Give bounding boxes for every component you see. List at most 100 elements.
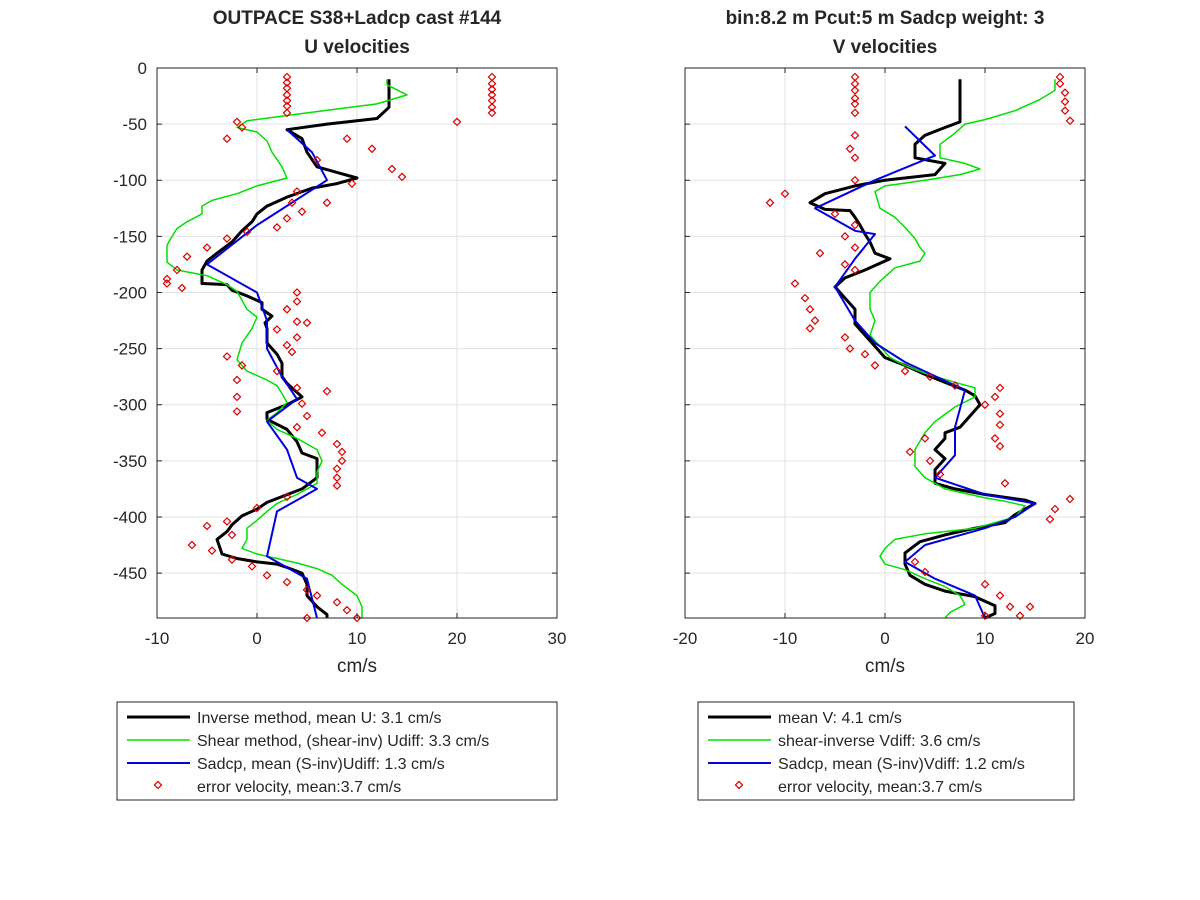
right-error-marker [1025,602,1035,612]
left-error-marker [232,407,242,416]
left-error-marker [452,117,462,127]
left-error-marker [282,214,292,223]
left-error-marker [292,297,302,306]
right-error-marker [950,381,960,391]
left-title: OUTPACE S38+Ladcp cast #144 [213,8,502,29]
right-error-marker [905,447,915,457]
left-error-marker [282,492,292,502]
right-error-marker [850,79,860,89]
left-error-marker [317,428,327,438]
left-ytick-label: -300 [113,396,147,415]
left-error-marker [487,84,497,94]
left-error-marker [282,72,292,82]
v-velocity-panel: bin:8.2 m Pcut:5 m Sadcp weight: 3 V vel… [673,8,1095,677]
left-error-marker [302,411,312,421]
left-xtick-label: 20 [448,629,467,648]
right-error-marker [910,557,920,567]
right-grid [685,68,1085,618]
left-ytick-label: -250 [113,340,147,359]
right-error-marker [860,349,870,359]
left-ytick-label: 0 [138,59,147,78]
left-ytick-label: -150 [113,227,147,246]
left-error-marker [222,134,232,144]
left-error-marker [232,117,242,127]
right-legend: mean V: 4.1 cm/s shear-inverse Vdiff: 3.… [697,701,1075,801]
left-error-marker [312,591,322,600]
legend-entry-inverse: Inverse method, mean U: 3.1 cm/s [197,710,442,727]
right-ticks: -20 -10 0 10 20 [673,67,1095,648]
left-ytick-label: -50 [122,115,147,134]
left-error-marker [187,540,197,550]
right-error-marker [935,469,945,479]
left-error-marker [287,198,297,208]
legend-entry-shear-inverse: shear-inverse Vdiff: 3.6 cm/s [778,733,980,750]
left-error-marker [292,333,302,342]
right-error-marker [850,243,860,252]
left-series-line-0 [200,79,391,618]
right-error-marker [845,344,855,353]
right-subtitle: V velocities [833,37,938,58]
left-error-marker [227,530,237,540]
left-xtick-label: 0 [252,629,261,648]
right-error-marker [850,86,860,95]
left-error-marker [222,352,232,361]
right-error-marker [850,175,860,185]
right-error-marker [840,260,850,269]
left-xtick-label: 10 [348,629,367,648]
right-xtick-label: 0 [880,629,889,648]
left-error-marker [282,304,292,314]
right-error-marker [830,209,840,219]
left-error-marker [337,447,347,457]
left-subtitle: U velocities [304,37,410,58]
right-xtick-label: 20 [1076,629,1095,648]
left-legend-box [116,701,558,801]
right-error-marker [805,324,815,333]
left-error-marker [397,172,407,182]
left-error-marker [292,288,302,297]
right-error-marker [980,579,990,589]
left-error-marker [292,422,302,432]
left-legend: Inverse method, mean U: 3.1 cm/s Shear m… [116,701,558,801]
left-error-marker [282,83,292,93]
left-error-marker [332,481,342,490]
right-error-marker [995,591,1005,600]
left-error-marker [222,517,232,526]
right-error-marker [765,198,775,208]
right-error-marker [1060,88,1070,98]
legend-swatch-error [153,780,163,790]
right-xtick-label: -20 [673,629,698,648]
left-ytick-label: -450 [113,564,147,583]
right-error-marker [995,441,1005,451]
right-error-marker [850,153,860,163]
left-error-marker [487,108,497,118]
left-error-marker [322,198,332,208]
left-ytick-label: -200 [113,283,147,302]
right-series-line-1 [869,79,1056,619]
left-xtick-label: -10 [145,629,170,648]
right-error-marker [1060,97,1070,107]
left-error-marker [272,325,282,334]
left-error-marker [237,361,247,370]
left-xtick-label: 30 [548,629,567,648]
left-ytick-label: -400 [113,508,147,527]
right-series-line-0 [808,79,1037,620]
left-error-marker [282,340,292,350]
left-error-marker [292,187,302,196]
right-error-marker [990,434,1000,443]
left-ytick-label: -350 [113,452,147,471]
left-error-marker [487,72,497,82]
left-error-marker [287,347,297,357]
left-error-marker [312,155,322,165]
left-error-marker [302,318,312,328]
left-error-marker [202,243,212,252]
legend-entry-sadcp: Sadcp, mean (S-inv)Udiff: 1.3 cm/s [197,756,445,773]
right-error-marker [850,99,860,109]
right-error-marker [1055,72,1065,82]
left-error-marker [242,227,252,237]
right-series-layer [765,72,1075,621]
left-error-marker [247,561,257,571]
left-error-marker [322,386,332,396]
right-error-marker [810,316,820,325]
right-xtick-label: 10 [976,629,995,648]
left-error-marker [162,274,172,284]
